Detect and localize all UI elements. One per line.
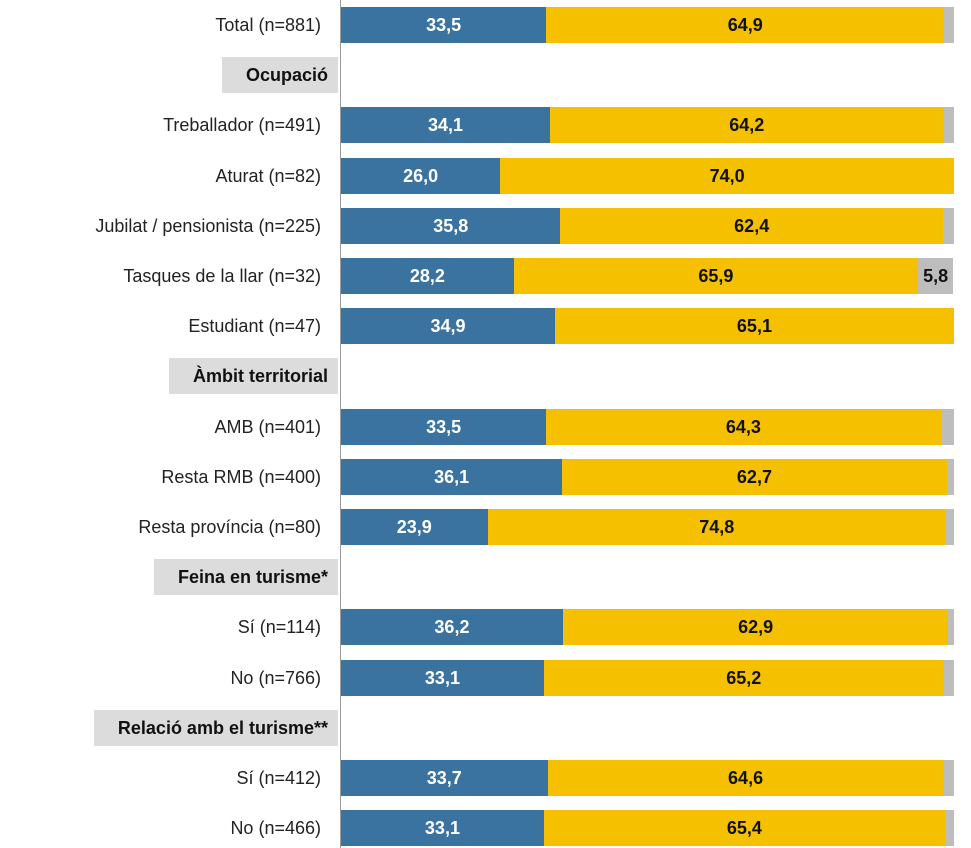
bar-segment-grey: 5,8 — [917, 258, 954, 294]
bar-row: 35,8 62,4 — [341, 208, 954, 244]
data-label: 74,0 — [709, 166, 745, 186]
data-label: 64,9 — [727, 15, 763, 35]
bar-segment-blue: 28,2 — [341, 258, 514, 294]
bar-row: 36,1 62,7 — [341, 459, 954, 495]
bar-row: 28,2 65,9 5,8 — [341, 258, 954, 294]
bar-segment-yellow: 64,2 — [550, 107, 944, 143]
data-label: 65,2 — [726, 668, 762, 688]
bar-segment-blue: 33,1 — [341, 810, 544, 846]
category-label: Resta província (n=80) — [138, 517, 321, 537]
bar-segment-yellow: 65,2 — [543, 660, 944, 696]
bar-segment-yellow: 74,8 — [487, 509, 947, 545]
data-label: 23,9 — [396, 517, 432, 537]
bar-segment-blue: 26,0 — [341, 158, 501, 194]
bar-row: 33,7 64,6 — [341, 760, 954, 796]
category-label: Estudiant (n=47) — [188, 316, 321, 336]
bar-segment-grey — [946, 509, 954, 545]
bar-segment-blue: 36,2 — [341, 609, 563, 645]
data-label: 74,8 — [699, 517, 735, 537]
data-label: 64,6 — [728, 768, 764, 788]
data-label: 33,1 — [424, 668, 460, 688]
bar-segment-yellow: 62,7 — [562, 459, 947, 495]
bar-segment-blue: 34,1 — [341, 107, 551, 143]
category-label: Sí (n=114) — [237, 617, 321, 637]
bar-segment-yellow: 65,1 — [554, 308, 954, 344]
bar-segment-yellow: 64,6 — [547, 760, 944, 796]
data-label: 33,5 — [426, 15, 462, 35]
data-label: 33,7 — [426, 768, 462, 788]
data-label: 34,9 — [430, 316, 466, 336]
bar-row: 23,9 74,8 — [341, 509, 954, 545]
bar-segment-yellow: 74,0 — [500, 158, 954, 194]
group-header: Àmbit territorial — [169, 358, 338, 394]
category-axis-line — [340, 0, 341, 848]
bar-segment-grey — [944, 810, 954, 846]
bar-row: 33,1 65,2 — [341, 660, 954, 696]
bar-segment-yellow: 62,4 — [560, 208, 943, 244]
bar-segment-grey — [944, 7, 954, 43]
bar-segment-yellow: 65,4 — [543, 810, 945, 846]
data-label: 33,5 — [426, 417, 462, 437]
bar-segment-blue: 33,1 — [341, 660, 544, 696]
category-label: Jubilat / pensionista (n=225) — [95, 216, 321, 236]
data-label: 62,9 — [738, 617, 774, 637]
bar-row: 26,0 74,0 — [341, 158, 954, 194]
data-label: 62,4 — [734, 216, 770, 236]
bar-segment-blue: 34,9 — [341, 308, 555, 344]
data-label: 62,7 — [736, 467, 772, 487]
bar-segment-blue: 35,8 — [341, 208, 561, 244]
data-label: 35,8 — [433, 216, 469, 236]
group-header: Relació amb el turisme** — [94, 710, 338, 746]
data-label: 64,3 — [725, 417, 761, 437]
bar-row: 34,9 65,1 — [341, 308, 954, 344]
data-label: 65,9 — [698, 266, 734, 286]
bar-segment-grey — [942, 208, 954, 244]
bar-segment-grey — [943, 107, 954, 143]
bar-segment-yellow: 62,9 — [562, 609, 949, 645]
bar-segment-grey — [943, 760, 954, 796]
category-label: Aturat (n=82) — [215, 166, 321, 186]
category-label: Total (n=881) — [215, 15, 321, 35]
group-header: Feina en turisme* — [154, 559, 338, 595]
bar-segment-grey — [946, 459, 954, 495]
data-label: 64,2 — [729, 115, 765, 135]
bar-row: 36,2 62,9 — [341, 609, 954, 645]
category-label: Treballador (n=491) — [163, 115, 321, 135]
bar-row: 33,5 64,9 — [341, 7, 954, 43]
category-label: No (n=466) — [230, 818, 321, 838]
category-label: Sí (n=412) — [236, 768, 321, 788]
data-label: 5,8 — [923, 266, 949, 286]
bar-segment-blue: 33,5 — [341, 409, 547, 445]
bar-segment-yellow: 64,3 — [546, 409, 941, 445]
bar-segment-yellow: 65,9 — [513, 258, 918, 294]
category-label: No (n=766) — [230, 668, 321, 688]
data-label: 65,4 — [726, 818, 762, 838]
category-label: Tasques de la llar (n=32) — [123, 266, 321, 286]
group-header: Ocupació — [222, 57, 338, 93]
data-label: 33,1 — [424, 818, 460, 838]
category-label: Resta RMB (n=400) — [161, 467, 321, 487]
bar-segment-blue: 33,5 — [341, 7, 547, 43]
data-label: 26,0 — [403, 166, 439, 186]
bar-segment-blue: 23,9 — [341, 509, 488, 545]
bar-row: 33,1 65,4 — [341, 810, 954, 846]
bar-segment-grey — [948, 609, 954, 645]
data-label: 34,1 — [427, 115, 464, 135]
bar-segment-blue: 36,1 — [341, 459, 563, 495]
data-label: 28,2 — [409, 266, 445, 286]
bar-segment-blue: 33,7 — [341, 760, 548, 796]
data-label: 36,2 — [434, 617, 470, 637]
bar-segment-yellow: 64,9 — [546, 7, 945, 43]
data-label: 65,1 — [736, 316, 772, 336]
bar-row: 34,1 64,2 — [341, 107, 954, 143]
data-label: 36,1 — [434, 467, 470, 487]
bar-row: 33,5 64,3 — [341, 409, 954, 445]
category-label: AMB (n=401) — [214, 417, 321, 437]
bar-segment-grey — [943, 660, 954, 696]
bar-segment-grey — [940, 409, 954, 445]
